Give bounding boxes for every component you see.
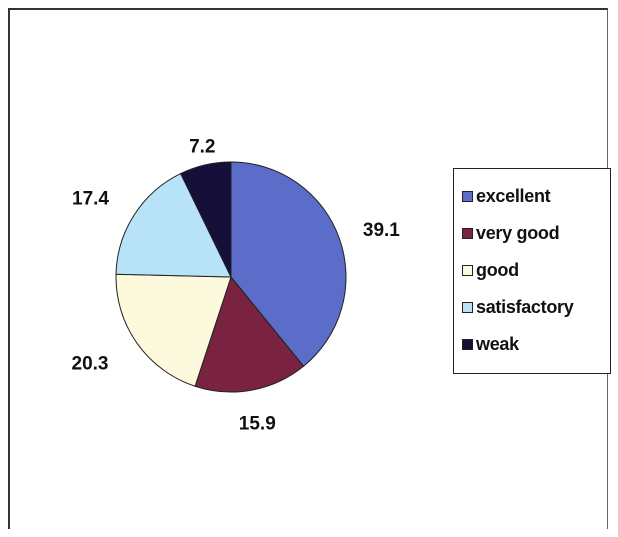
data-label-good: 20.3 <box>72 354 109 375</box>
legend-item-satisfactory: satisfactory <box>454 289 610 326</box>
data-label-satisfactory: 17.4 <box>72 189 109 210</box>
data-label-excellent: 39.1 <box>363 220 400 241</box>
pie-slice-weak <box>180 161 232 278</box>
legend-label-satisfactory: satisfactory <box>476 297 574 317</box>
legend-swatch-satisfactory <box>462 302 473 313</box>
legend-item-weak: weak <box>454 326 610 363</box>
legend-item-good: good <box>454 252 610 289</box>
legend-label-excellent: excellent <box>476 186 551 206</box>
legend-swatch-good <box>462 265 473 276</box>
pie-slice-satisfactory <box>115 172 232 278</box>
legend-swatch-excellent <box>462 191 473 202</box>
data-label-very-good: 15.9 <box>239 414 276 435</box>
pie-slice-good <box>115 273 232 387</box>
legend-item-very-good: very good <box>454 215 610 252</box>
legend-swatch-very-good <box>462 228 473 239</box>
data-label-weak: 7.2 <box>189 136 215 157</box>
legend-item-excellent: excellent <box>454 178 610 215</box>
pie-slice-excellent <box>230 161 347 367</box>
legend-label-weak: weak <box>476 334 519 354</box>
legend-label-very-good: very good <box>476 223 560 243</box>
legend-label-good: good <box>476 260 519 280</box>
legend: excellent very good good satisfactory we… <box>453 168 611 374</box>
legend-swatch-weak <box>462 339 473 350</box>
pie-slice-very-good <box>194 275 305 393</box>
